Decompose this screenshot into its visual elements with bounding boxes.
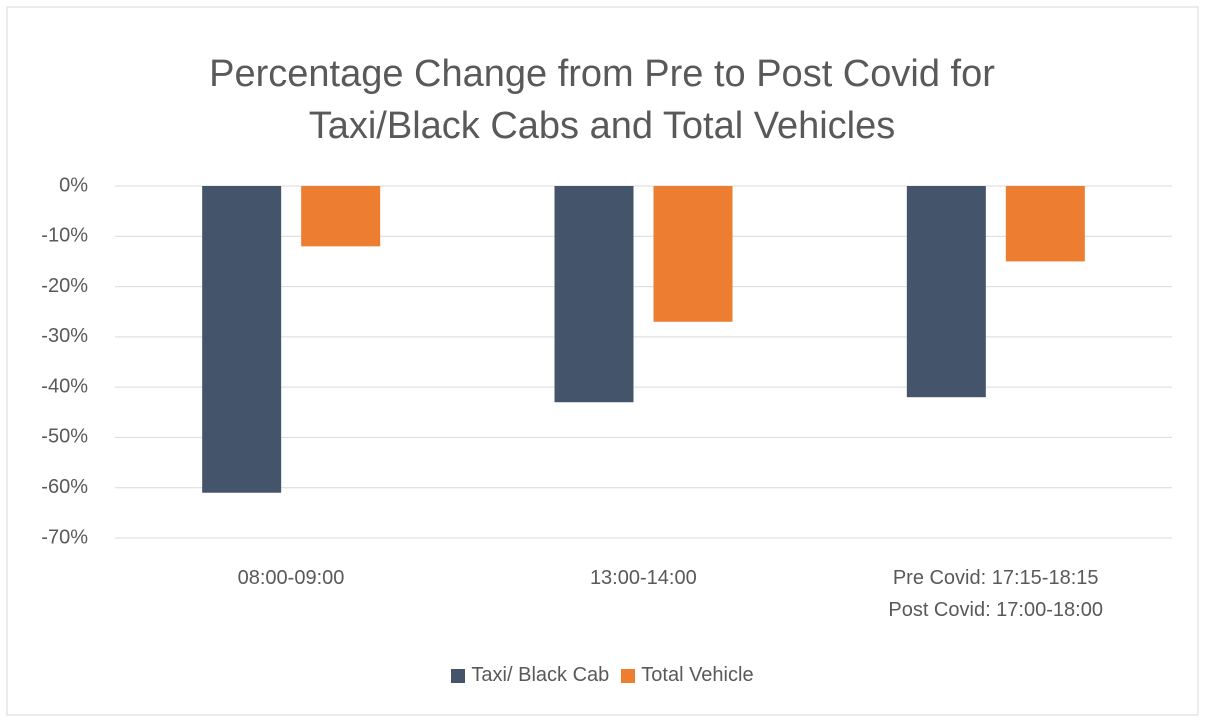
chart-title: Percentage Change from Pre to Post Covid…: [209, 53, 995, 147]
x-tick-label: Pre Covid: 17:15-18:15 Post Covid: 17:00…: [888, 567, 1103, 621]
legend: Taxi/ Black Cab Total Vehicle: [0, 664, 1205, 689]
y-tick-label: 0%: [59, 174, 88, 196]
legend-label: Taxi/ Black Cab: [471, 664, 610, 686]
y-tick-label: -60%: [41, 476, 88, 498]
y-tick-label: -40%: [41, 375, 88, 397]
y-tick-label: -10%: [41, 225, 88, 247]
legend-swatch: [621, 668, 636, 683]
legend-item: Taxi/ Black Cab: [451, 664, 609, 687]
bar: [1005, 186, 1085, 262]
bar: [653, 186, 733, 322]
bar: [906, 186, 986, 398]
bar: [202, 186, 282, 493]
y-tick-label: -20%: [41, 275, 88, 297]
x-tick-label: 08:00-09:00: [237, 567, 345, 589]
x-tick-label: 13:00-14:00: [589, 567, 697, 589]
y-tick-label: -30%: [41, 325, 88, 347]
y-tick-label: -50%: [41, 426, 88, 448]
legend-label: Total Vehicle: [641, 664, 754, 686]
bar: [301, 186, 381, 247]
chart-border: [6, 6, 1199, 716]
legend-item: Total Vehicle: [621, 664, 754, 687]
bar: [554, 186, 634, 403]
y-tick-label: -70%: [41, 526, 88, 548]
legend-swatch: [451, 668, 466, 683]
